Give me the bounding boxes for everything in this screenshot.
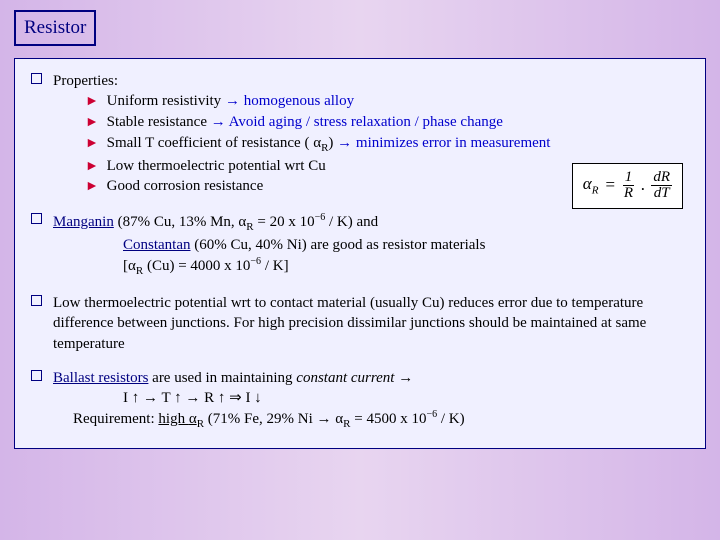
frac-den: dT (652, 186, 672, 202)
slide-title: Resistor (14, 10, 96, 46)
prop-text: Uniform resistivity (107, 93, 225, 109)
bullet-icon (31, 370, 42, 381)
prop-text-blue: → homogenous alloy (225, 93, 354, 109)
prop-text: Low thermoelectric potential wrt Cu (107, 158, 326, 174)
manganin-label: Manganin (53, 214, 114, 230)
ballast-text: / K) (437, 411, 465, 427)
formula-frac2: dR dT (651, 170, 672, 203)
formula-frac1: 1 R (622, 170, 635, 203)
formula-eq: = (604, 174, 615, 197)
bullet-icon (31, 73, 42, 84)
manganin-text: / K] (261, 258, 289, 274)
prop-item-3: ► Small T coefficient of resistance ( αR… (85, 133, 689, 156)
manganin-line3: [αR (Cu) = 4000 x 10−6 / K] (53, 255, 689, 279)
manganin-text: (Cu) = 4000 x 10 (143, 258, 250, 274)
alpha-symbol: α (335, 411, 343, 427)
formula-dot: . (641, 174, 645, 197)
exp: −6 (250, 256, 261, 267)
ballast-text: = 4500 x 10 (350, 411, 426, 427)
prop-text: Stable resistance (107, 114, 211, 130)
frac-den: R (622, 186, 635, 202)
thermo-block: Low thermoelectric potential wrt to cont… (31, 293, 689, 354)
formula-box: αR = 1 R . dR dT (572, 163, 683, 210)
alpha-symbol: α (583, 174, 592, 193)
triangle-icon: ► (85, 179, 99, 194)
exp: −6 (315, 212, 326, 223)
ballast-text: are used in maintaining (148, 370, 296, 386)
prop-text: Small T coefficient of resistance ( (107, 135, 314, 151)
ballast-line3: Requirement: high αR (71% Fe, 29% Ni → α… (53, 408, 689, 432)
properties-heading: Properties: (53, 73, 118, 89)
ballast-line2: I ↑ → T ↑ → R ↑ ⇒ I ↓ (53, 388, 689, 408)
prop-text-blue: → Avoid aging / stress relaxation / phas… (211, 114, 503, 130)
triangle-icon: ► (85, 94, 99, 109)
manganin-text: / K) and (325, 214, 378, 230)
formula-alpha: αR (583, 173, 599, 198)
prop-text: ) (328, 135, 337, 151)
frac-num: 1 (623, 170, 635, 187)
bullet-icon (31, 213, 42, 224)
formula-sub: R (592, 185, 599, 197)
triangle-icon: ► (85, 115, 99, 130)
ballast-block: Ballast resistors are used in maintainin… (31, 368, 689, 432)
ballast-underline: high αR (158, 411, 204, 427)
ballast-italic: constant current (296, 370, 394, 386)
content-box: Properties: ► Uniform resistivity → homo… (14, 58, 706, 450)
ballast-text: Requirement: (73, 411, 158, 427)
alpha-symbol: α (128, 258, 136, 274)
alpha-sub: R (246, 221, 253, 233)
prop-item-2: ► Stable resistance → Avoid aging / stre… (85, 112, 689, 133)
ballast-text: high (158, 411, 188, 427)
manganin-block: Manganin (87% Cu, 13% Mn, αR = 20 x 10−6… (31, 211, 689, 279)
manganin-text: (60% Cu, 40% Ni) are good as resistor ma… (191, 237, 486, 253)
alpha-sub: R (197, 418, 204, 430)
triangle-icon: ► (85, 159, 99, 174)
prop-item-1: ► Uniform resistivity → homogenous alloy (85, 91, 689, 112)
ballast-label: Ballast resistors (53, 370, 148, 386)
prop-text-blue: → minimizes error in measurement (337, 135, 550, 151)
triangle-icon: ► (85, 136, 99, 151)
prop-text: Good corrosion resistance (107, 178, 264, 194)
constantan-label: Constantan (123, 237, 191, 253)
frac-num: dR (651, 170, 672, 187)
manganin-line2: Constantan (60% Cu, 40% Ni) are good as … (53, 235, 689, 255)
slide: Resistor Properties: ► Uniform resistivi… (0, 0, 720, 540)
alpha-symbol: α (313, 135, 321, 151)
ballast-text: (71% Fe, 29% Ni → (204, 411, 335, 427)
ballast-text: → (394, 370, 413, 386)
manganin-text: = 20 x 10 (254, 214, 315, 230)
thermo-text: Low thermoelectric potential wrt to cont… (53, 295, 646, 352)
exp: −6 (426, 409, 437, 420)
bullet-icon (31, 295, 42, 306)
alpha-symbol: α (189, 411, 197, 427)
manganin-text: (87% Cu, 13% Mn, (114, 214, 239, 230)
